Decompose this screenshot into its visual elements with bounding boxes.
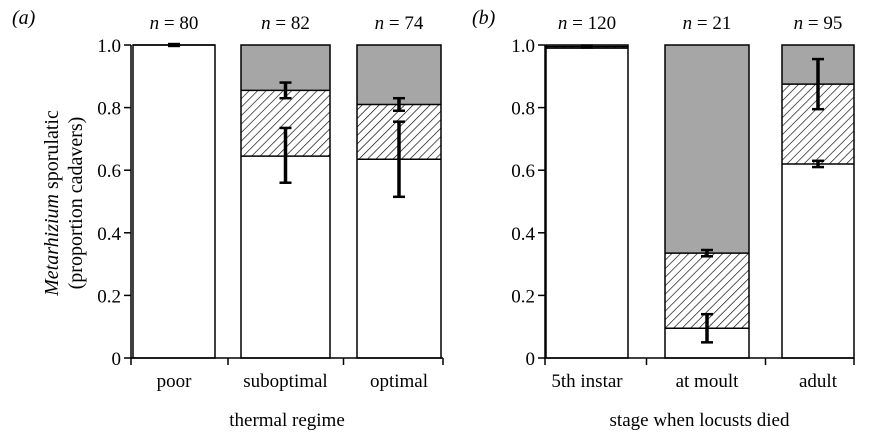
y-tick-label: 0.4 [511, 224, 535, 245]
panel-a: (a) n = 80 poor n = 82 suboptimal n = 74 optim… [12, 7, 444, 431]
x-tick-label: poor [157, 371, 193, 392]
y-axis-label: Metarhizium sporulatic [41, 110, 63, 297]
panel-label: (b) [472, 7, 496, 29]
panel-label: (a) [12, 7, 36, 29]
n-label: n = 82 [261, 13, 310, 34]
panel-b: (b) n = 120 5th instar n = 21 at moult n = 95… [472, 7, 855, 431]
x-tick-label: 5th instar [551, 371, 623, 392]
n-label: n = 21 [683, 13, 732, 34]
y-tick-label: 1.0 [511, 36, 535, 57]
y-tick-label: 0.8 [97, 99, 121, 120]
bar-segment-bottom [782, 163, 854, 358]
y-tick-label: 0.2 [511, 286, 535, 307]
y-tick-label: 1.0 [97, 36, 121, 57]
y-tick-label: 0.8 [511, 99, 535, 120]
y-tick-label: 0.4 [97, 224, 121, 245]
n-label: n = 74 [375, 13, 424, 34]
y-tick-label: 0.6 [97, 161, 121, 182]
n-label: n = 95 [794, 13, 843, 34]
y-axis-label-text: sporulatic [41, 110, 63, 194]
x-axis-label: thermal regime [229, 410, 345, 431]
y-tick-label: 0 [526, 349, 536, 370]
y-tick-label: 0.2 [97, 286, 121, 307]
bar-segment-bottom [241, 156, 330, 358]
bar-segment-top [357, 45, 441, 105]
y-axis-label-line2: (proportion cadavers) [65, 117, 87, 290]
n-label: n = 120 [558, 13, 616, 34]
x-tick-label: at moult [676, 371, 740, 392]
bar-segment-top [665, 45, 749, 254]
n-label: n = 80 [150, 13, 199, 34]
y-tick-label: 0 [112, 349, 122, 370]
x-tick-label: suboptimal [243, 371, 327, 392]
x-tick-label: optimal [370, 371, 428, 392]
bar-segment-bottom [546, 48, 628, 358]
y-axis-label-italic: Metarhizium [41, 194, 63, 297]
y-tick-label: 0.6 [511, 161, 535, 182]
x-tick-label: adult [799, 371, 838, 392]
bar-segment-bottom [133, 45, 215, 358]
x-axis-label: stage when locusts died [610, 410, 790, 431]
